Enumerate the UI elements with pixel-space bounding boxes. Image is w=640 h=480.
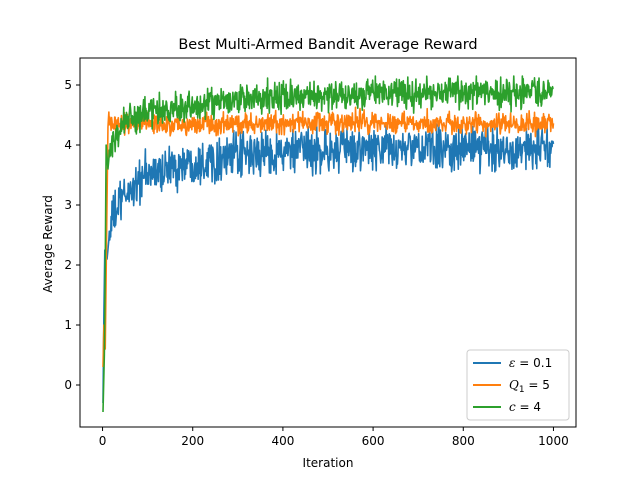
legend-symbol: ε [509, 356, 515, 370]
legend-subscript: 1 [519, 385, 525, 395]
x-axis-label: Iteration [303, 456, 354, 470]
x-tick-label: 0 [99, 434, 107, 448]
x-tick-label: 200 [181, 434, 204, 448]
y-tick-label: 1 [64, 318, 72, 332]
x-tick-label: 400 [271, 434, 294, 448]
y-axis-label: Average Reward [41, 195, 55, 293]
legend-label: c = 4 [509, 400, 541, 414]
y-tick-label: 0 [64, 378, 72, 392]
legend-symbol: c [509, 400, 516, 414]
legend-label: ε = 0.1 [509, 356, 552, 370]
series-line-0 [102, 123, 555, 404]
x-tick-label: 800 [452, 434, 475, 448]
legend-value: = 4 [516, 400, 541, 414]
axes-frame [79, 57, 577, 428]
legend-value: = 0.1 [515, 356, 552, 370]
y-tick-label: 4 [64, 138, 72, 152]
chart-title: Best Multi-Armed Bandit Average Reward [178, 37, 477, 53]
y-tick-label: 2 [64, 258, 72, 272]
legend-value: = 5 [525, 378, 550, 392]
x-tick-label: 600 [362, 434, 385, 448]
series-layer [102, 75, 555, 413]
x-tick-label: 1000 [538, 434, 569, 448]
y-tick-label: 3 [64, 198, 72, 212]
y-axis-ticks: 0 1 2 3 4 5 [64, 78, 80, 392]
series-line-2 [102, 75, 554, 413]
series-line-1 [102, 106, 555, 368]
x-axis-ticks: 0 200 400 600 800 1000 [99, 427, 569, 448]
plot-area [79, 57, 577, 428]
legend-label: Q1 = 5 [509, 378, 550, 395]
y-tick-label: 5 [64, 78, 72, 92]
legend: ε = 0.1 Q1 = 5 c = 4 [466, 349, 570, 421]
legend-symbol: Q [509, 378, 519, 392]
legend-box [466, 349, 570, 421]
